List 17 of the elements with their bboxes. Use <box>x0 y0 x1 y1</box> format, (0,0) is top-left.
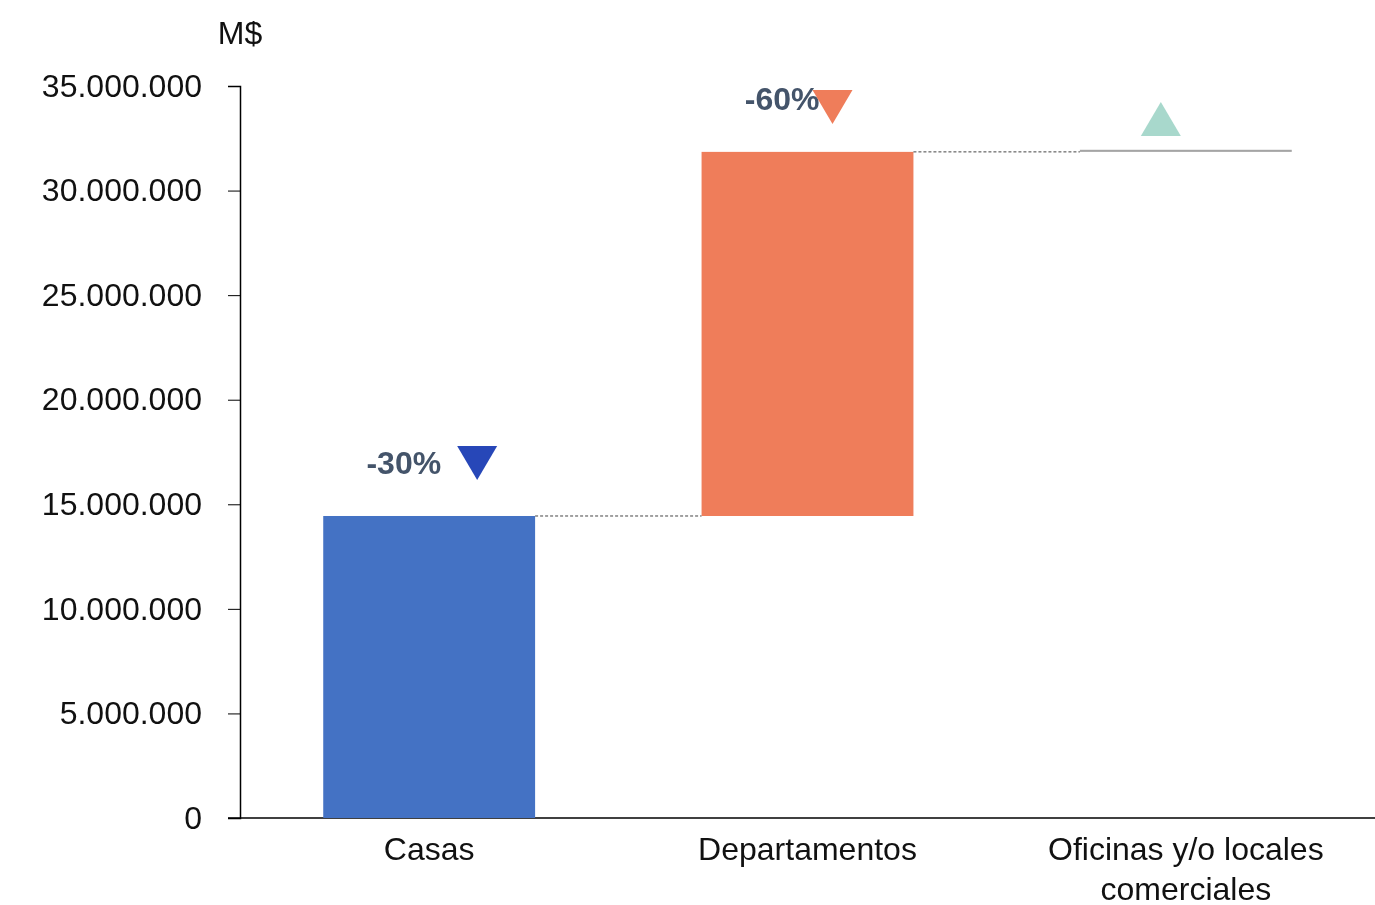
y-tick-label: 20.000.000 <box>41 381 202 418</box>
y-tick-label: 35.000.000 <box>41 67 202 104</box>
y-tick-label: 5.000.000 <box>59 695 202 732</box>
bar <box>323 516 536 818</box>
x-tick-label: Casas <box>383 831 475 867</box>
bar <box>1079 149 1292 152</box>
y-tick-label: 15.000.000 <box>41 486 202 523</box>
y-tick-label: 30.000.000 <box>41 172 202 209</box>
y-axis-title: M$ <box>217 15 263 51</box>
x-tick-label: Departamentos <box>698 831 917 867</box>
annotation: -30% <box>366 445 442 481</box>
y-tick-label: 25.000.000 <box>41 276 202 313</box>
annotation: -60% <box>744 80 820 117</box>
bar <box>701 151 914 516</box>
y-tick-label: 10.000.000 <box>41 590 202 627</box>
x-tick-label: Oficinas y/o locales comerciales <box>1048 831 1324 905</box>
y-tick-label: 0 <box>184 799 202 836</box>
